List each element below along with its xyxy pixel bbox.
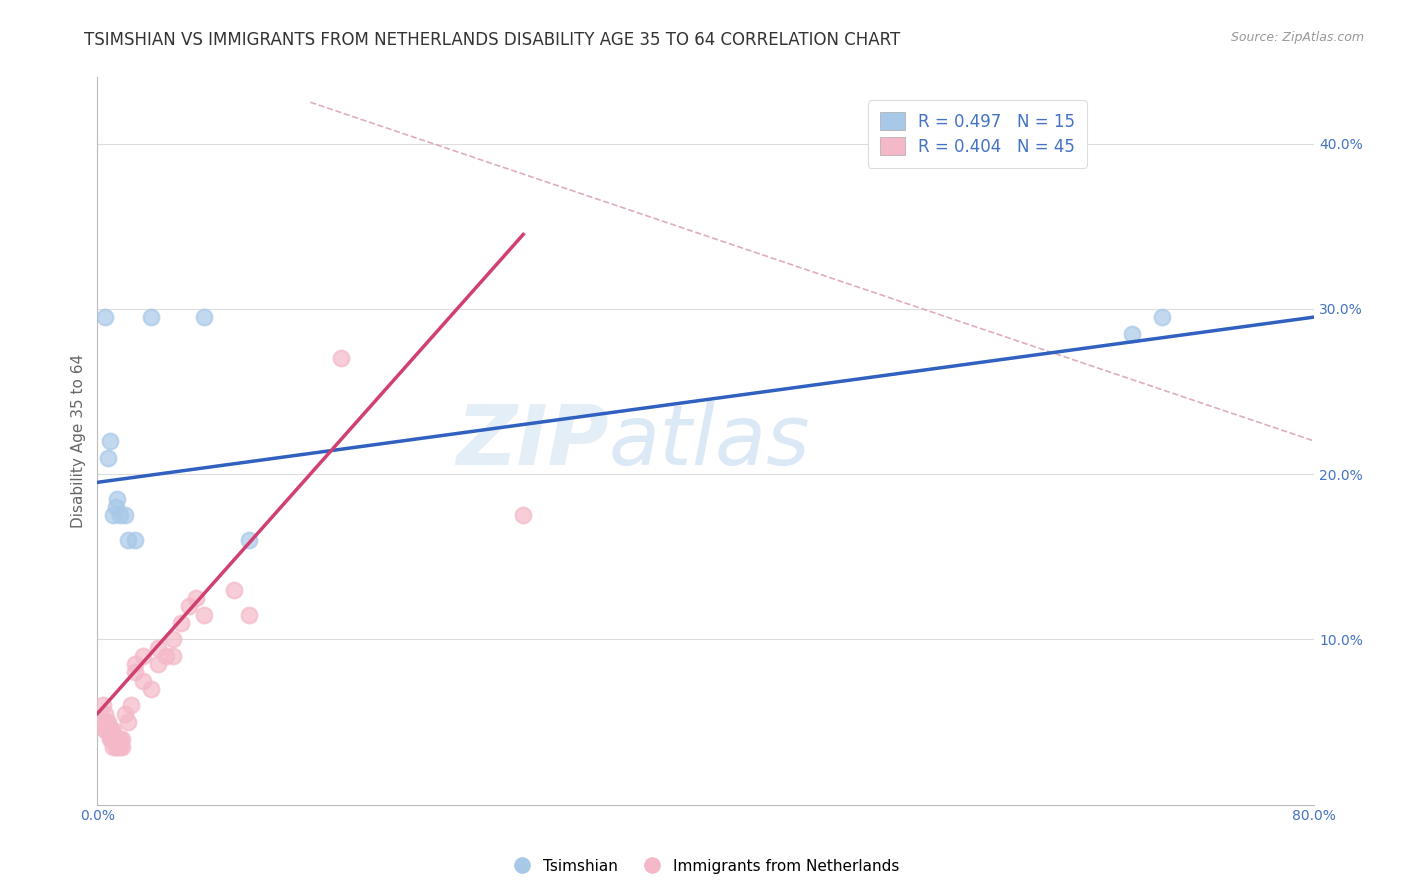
Point bbox=[124, 665, 146, 680]
Point bbox=[94, 706, 117, 721]
Point bbox=[117, 714, 139, 729]
Point bbox=[101, 739, 124, 754]
Point bbox=[238, 533, 260, 548]
Point bbox=[1150, 310, 1173, 324]
Point bbox=[148, 640, 170, 655]
Point bbox=[139, 681, 162, 696]
Text: ZIP: ZIP bbox=[456, 401, 609, 482]
Point bbox=[1121, 326, 1143, 341]
Point bbox=[224, 582, 246, 597]
Point bbox=[329, 351, 352, 366]
Point bbox=[114, 508, 136, 523]
Point bbox=[124, 533, 146, 548]
Point bbox=[93, 714, 115, 729]
Point bbox=[177, 599, 200, 614]
Point bbox=[512, 508, 534, 523]
Point bbox=[100, 723, 122, 738]
Point bbox=[96, 714, 118, 729]
Point bbox=[94, 723, 117, 738]
Point bbox=[193, 607, 215, 622]
Point bbox=[97, 450, 120, 465]
Point bbox=[108, 508, 131, 523]
Point bbox=[93, 698, 115, 713]
Point bbox=[162, 632, 184, 647]
Point bbox=[105, 731, 128, 746]
Point bbox=[96, 723, 118, 738]
Point bbox=[105, 739, 128, 754]
Point bbox=[100, 731, 122, 746]
Point bbox=[132, 648, 155, 663]
Point bbox=[124, 657, 146, 672]
Point bbox=[104, 739, 127, 754]
Point bbox=[238, 607, 260, 622]
Point bbox=[111, 731, 134, 746]
Point bbox=[193, 310, 215, 324]
Y-axis label: Disability Age 35 to 64: Disability Age 35 to 64 bbox=[72, 354, 86, 528]
Point bbox=[170, 615, 193, 630]
Text: TSIMSHIAN VS IMMIGRANTS FROM NETHERLANDS DISABILITY AGE 35 TO 64 CORRELATION CHA: TSIMSHIAN VS IMMIGRANTS FROM NETHERLANDS… bbox=[84, 31, 901, 49]
Point bbox=[98, 731, 121, 746]
Point bbox=[111, 739, 134, 754]
Point bbox=[139, 310, 162, 324]
Point bbox=[162, 648, 184, 663]
Point bbox=[107, 731, 129, 746]
Point bbox=[105, 491, 128, 506]
Point bbox=[101, 723, 124, 738]
Point bbox=[120, 698, 142, 713]
Point bbox=[101, 731, 124, 746]
Point bbox=[97, 714, 120, 729]
Point bbox=[98, 434, 121, 448]
Text: atlas: atlas bbox=[609, 401, 810, 482]
Legend: R = 0.497   N = 15, R = 0.404   N = 45: R = 0.497 N = 15, R = 0.404 N = 45 bbox=[868, 100, 1087, 168]
Point bbox=[155, 648, 177, 663]
Point bbox=[94, 310, 117, 324]
Point bbox=[97, 723, 120, 738]
Point bbox=[101, 508, 124, 523]
Point bbox=[108, 731, 131, 746]
Point bbox=[132, 673, 155, 688]
Point bbox=[117, 533, 139, 548]
Point bbox=[98, 723, 121, 738]
Point bbox=[114, 706, 136, 721]
Point bbox=[104, 731, 127, 746]
Text: Source: ZipAtlas.com: Source: ZipAtlas.com bbox=[1230, 31, 1364, 45]
Legend: Tsimshian, Immigrants from Netherlands: Tsimshian, Immigrants from Netherlands bbox=[501, 853, 905, 880]
Point bbox=[148, 657, 170, 672]
Point bbox=[108, 739, 131, 754]
Point bbox=[186, 591, 208, 605]
Point bbox=[104, 500, 127, 515]
